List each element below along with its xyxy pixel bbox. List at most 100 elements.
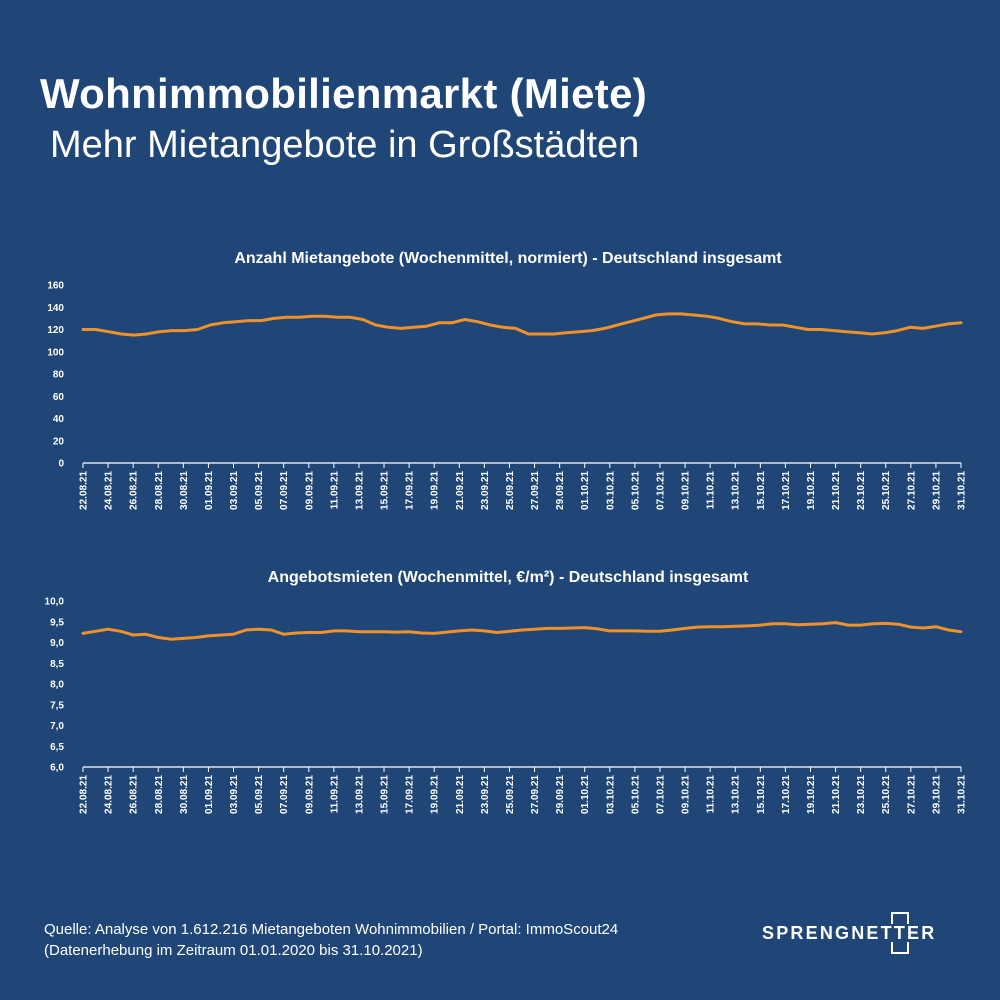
x-tick-label: 09.09.21	[304, 775, 315, 814]
x-tick-label: 23.09.21	[480, 471, 491, 510]
y-tick-label: 160	[47, 281, 64, 292]
source-period-note: (Datenerhebung im Zeitraum 01.01.2020 bi…	[44, 942, 423, 959]
x-tick-label: 03.09.21	[229, 775, 240, 814]
x-tick-label: 13.10.21	[731, 775, 742, 814]
x-tick-label: 05.09.21	[254, 775, 265, 814]
x-tick-label: 13.09.21	[354, 471, 365, 510]
source-note: Quelle: Analyse von 1.612.216 Mietangebo…	[44, 921, 619, 938]
y-tick-label: 8,5	[50, 659, 64, 670]
x-tick-label: 05.10.21	[630, 775, 641, 814]
x-tick-label: 27.09.21	[530, 775, 541, 814]
sprengnetter-logo: SPRENGNETTER	[762, 912, 947, 954]
x-tick-label: 01.09.21	[204, 775, 215, 814]
x-tick-label: 07.09.21	[279, 775, 290, 814]
x-tick-label: 03.10.21	[605, 471, 616, 510]
x-tick-label: 07.10.21	[655, 775, 666, 814]
x-tick-label: 09.10.21	[681, 471, 692, 510]
chart-title: Angebotsmieten (Wochenmittel, €/m²) - De…	[268, 569, 749, 586]
x-tick-label: 25.10.21	[881, 775, 892, 814]
x-tick-label: 31.10.21	[957, 775, 968, 814]
y-tick-label: 9,5	[50, 617, 64, 628]
x-tick-label: 17.10.21	[781, 471, 792, 510]
y-tick-label: 10,0	[45, 597, 65, 608]
x-tick-label: 30.08.21	[179, 471, 190, 510]
x-tick-label: 15.09.21	[380, 775, 391, 814]
x-tick-label: 11.10.21	[706, 775, 717, 814]
x-tick-label: 21.10.21	[831, 775, 842, 814]
y-tick-label: 7,0	[50, 721, 64, 732]
x-tick-label: 23.09.21	[480, 775, 491, 814]
x-tick-label: 19.09.21	[430, 775, 441, 814]
x-tick-label: 01.09.21	[204, 471, 215, 510]
y-tick-label: 140	[47, 303, 64, 314]
x-tick-label: 09.09.21	[304, 471, 315, 510]
logo-text: SPRENGNETTER	[762, 923, 937, 943]
page-subtitle: Mehr Mietangebote in Großstädten	[50, 124, 640, 166]
x-tick-label: 21.09.21	[455, 471, 466, 510]
x-tick-label: 07.09.21	[279, 471, 290, 510]
x-tick-label: 03.09.21	[229, 471, 240, 510]
x-tick-label: 21.09.21	[455, 775, 466, 814]
y-tick-label: 6,5	[50, 742, 64, 753]
x-tick-label: 11.10.21	[706, 471, 717, 510]
x-tick-label: 01.10.21	[580, 471, 591, 510]
x-tick-label: 25.09.21	[505, 471, 516, 510]
chart-title: Anzahl Mietangebote (Wochenmittel, normi…	[234, 250, 782, 267]
x-tick-label: 29.09.21	[555, 775, 566, 814]
x-tick-label: 05.09.21	[254, 471, 265, 510]
x-tick-label: 09.10.21	[681, 775, 692, 814]
y-tick-label: 80	[53, 370, 65, 381]
y-tick-label: 0	[58, 459, 64, 470]
x-tick-label: 13.10.21	[731, 471, 742, 510]
y-tick-label: 100	[47, 347, 64, 358]
x-tick-label: 26.08.21	[129, 471, 140, 510]
x-tick-label: 05.10.21	[630, 471, 641, 510]
x-tick-label: 15.10.21	[756, 471, 767, 510]
x-tick-label: 21.10.21	[831, 471, 842, 510]
x-tick-label: 15.10.21	[756, 775, 767, 814]
x-tick-label: 26.08.21	[129, 775, 140, 814]
x-tick-label: 22.08.21	[79, 775, 90, 814]
x-tick-label: 28.08.21	[154, 471, 165, 510]
x-tick-label: 01.10.21	[580, 775, 591, 814]
chart-asking-rents: Angebotsmieten (Wochenmittel, €/m²) - De…	[45, 569, 968, 814]
x-tick-label: 07.10.21	[655, 471, 666, 510]
x-tick-label: 28.08.21	[154, 775, 165, 814]
y-tick-label: 7,5	[50, 700, 64, 711]
x-tick-label: 19.10.21	[806, 775, 817, 814]
chart-listing-count: Anzahl Mietangebote (Wochenmittel, normi…	[47, 250, 968, 510]
x-tick-label: 15.09.21	[380, 471, 391, 510]
y-tick-label: 40	[53, 414, 65, 425]
x-tick-label: 31.10.21	[957, 471, 968, 510]
y-tick-label: 8,0	[50, 680, 64, 691]
logo-bracket-bottom	[891, 942, 909, 954]
x-tick-label: 27.10.21	[906, 775, 917, 814]
x-tick-label: 22.08.21	[79, 471, 90, 510]
x-tick-label: 24.08.21	[104, 471, 115, 510]
y-tick-label: 120	[47, 325, 64, 336]
x-tick-label: 24.08.21	[104, 775, 115, 814]
x-tick-label: 27.10.21	[906, 471, 917, 510]
x-tick-label: 13.09.21	[354, 775, 365, 814]
x-tick-label: 11.09.21	[329, 471, 340, 510]
page-title: Wohnimmobilienmarkt (Miete)	[40, 70, 648, 117]
logo-bracket-top	[891, 912, 909, 924]
x-tick-label: 19.09.21	[430, 471, 441, 510]
x-tick-label: 30.08.21	[179, 775, 190, 814]
x-tick-label: 25.09.21	[505, 775, 516, 814]
x-tick-label: 17.10.21	[781, 775, 792, 814]
x-tick-label: 23.10.21	[856, 471, 867, 510]
y-tick-label: 20	[53, 436, 65, 447]
x-tick-label: 17.09.21	[405, 471, 416, 510]
y-tick-label: 9,0	[50, 638, 64, 649]
x-tick-label: 19.10.21	[806, 471, 817, 510]
x-tick-label: 11.09.21	[329, 775, 340, 814]
y-tick-label: 6,0	[50, 763, 64, 774]
x-tick-label: 27.09.21	[530, 471, 541, 510]
x-tick-label: 25.10.21	[881, 471, 892, 510]
series-line	[81, 312, 963, 337]
y-tick-label: 60	[53, 392, 65, 403]
series-line	[81, 621, 963, 641]
x-tick-label: 23.10.21	[856, 775, 867, 814]
x-tick-label: 29.09.21	[555, 471, 566, 510]
